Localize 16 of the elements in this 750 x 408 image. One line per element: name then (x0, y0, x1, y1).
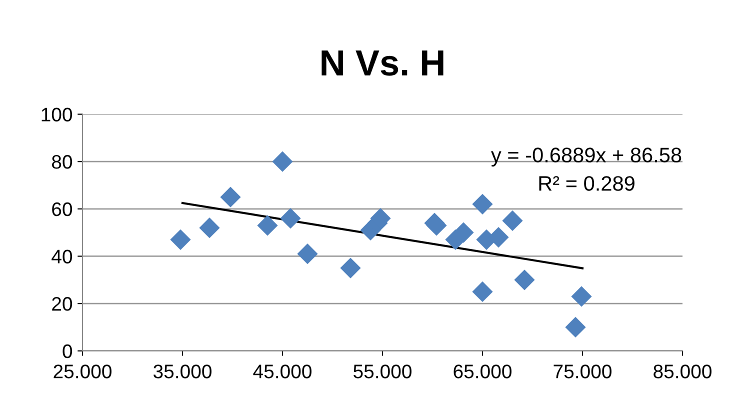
y-tick-label: 60 (52, 202, 72, 216)
x-tick-label: 35.000 (154, 364, 212, 378)
y-tick-label: 40 (52, 250, 72, 264)
annotation: y = -0.6889x + 86.58 (491, 148, 682, 167)
x-tick-label: 65.000 (454, 364, 512, 378)
x-tick-label: 55.000 (354, 364, 412, 378)
x-tick-label: 25.000 (54, 364, 112, 378)
y-tick-label: 100 (42, 108, 72, 122)
x-tick-label: 75.000 (554, 364, 612, 378)
y-tick-label: 0 (62, 344, 72, 358)
x-tick-label: 45.000 (253, 364, 312, 378)
annotation: R² = 0.289 (539, 176, 634, 191)
y-tick-label: 80 (52, 155, 72, 169)
x-tick-label: 85.000 (654, 364, 712, 378)
chart-title: N Vs. H (322, 50, 444, 76)
y-tick-label: 20 (52, 297, 72, 311)
